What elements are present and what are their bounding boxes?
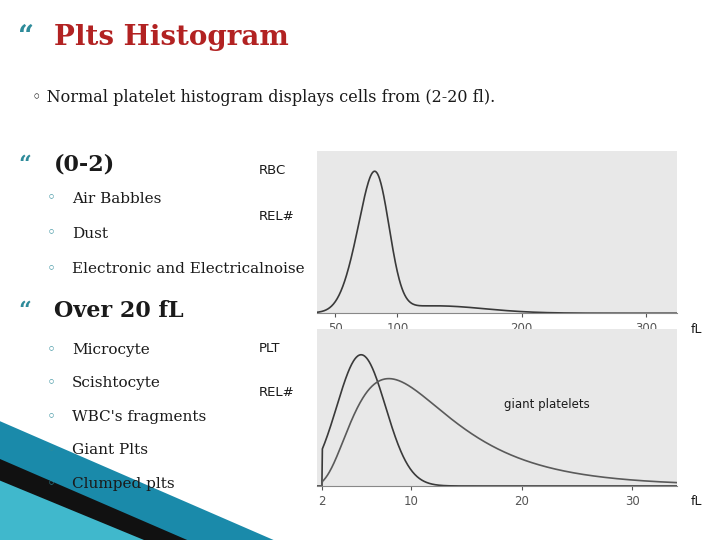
Text: ◦: ◦ xyxy=(47,343,56,357)
Text: giant platelets: giant platelets xyxy=(504,398,590,411)
Text: RBC: RBC xyxy=(259,164,287,177)
Text: Plts Histogram: Plts Histogram xyxy=(54,24,289,51)
Text: ◦: ◦ xyxy=(47,410,56,424)
Polygon shape xyxy=(0,459,187,540)
Text: ◦: ◦ xyxy=(47,227,56,241)
Text: fL: fL xyxy=(691,495,703,508)
Text: WBC's fragments: WBC's fragments xyxy=(72,410,206,424)
Polygon shape xyxy=(0,421,274,540)
Text: REL#: REL# xyxy=(259,386,295,399)
Text: ◦: ◦ xyxy=(47,443,56,457)
Text: Over 20 fL: Over 20 fL xyxy=(54,300,184,322)
Text: Clumped plts: Clumped plts xyxy=(72,477,175,491)
Text: PLT: PLT xyxy=(259,342,281,355)
Text: Air Babbles: Air Babbles xyxy=(72,192,161,206)
Text: REL#: REL# xyxy=(259,210,295,222)
Text: Electronic and Electricalnoise: Electronic and Electricalnoise xyxy=(72,262,305,276)
Text: ◦: ◦ xyxy=(47,477,56,491)
Text: Dust: Dust xyxy=(72,227,108,241)
Text: “: “ xyxy=(18,24,34,51)
Text: ◦: ◦ xyxy=(47,376,56,390)
Text: fL: fL xyxy=(691,323,703,336)
Text: “: “ xyxy=(18,154,31,176)
Text: Giant Plts: Giant Plts xyxy=(72,443,148,457)
Text: Microcyte: Microcyte xyxy=(72,343,150,357)
Polygon shape xyxy=(0,481,144,540)
Text: ◦: ◦ xyxy=(47,262,56,276)
Text: ◦ Normal platelet histogram displays cells from (2-20 fl).: ◦ Normal platelet histogram displays cel… xyxy=(32,89,495,106)
Text: (0-2): (0-2) xyxy=(54,154,115,176)
Text: ◦: ◦ xyxy=(47,192,56,206)
Text: “: “ xyxy=(18,300,31,322)
Text: Scishtocyte: Scishtocyte xyxy=(72,376,161,390)
